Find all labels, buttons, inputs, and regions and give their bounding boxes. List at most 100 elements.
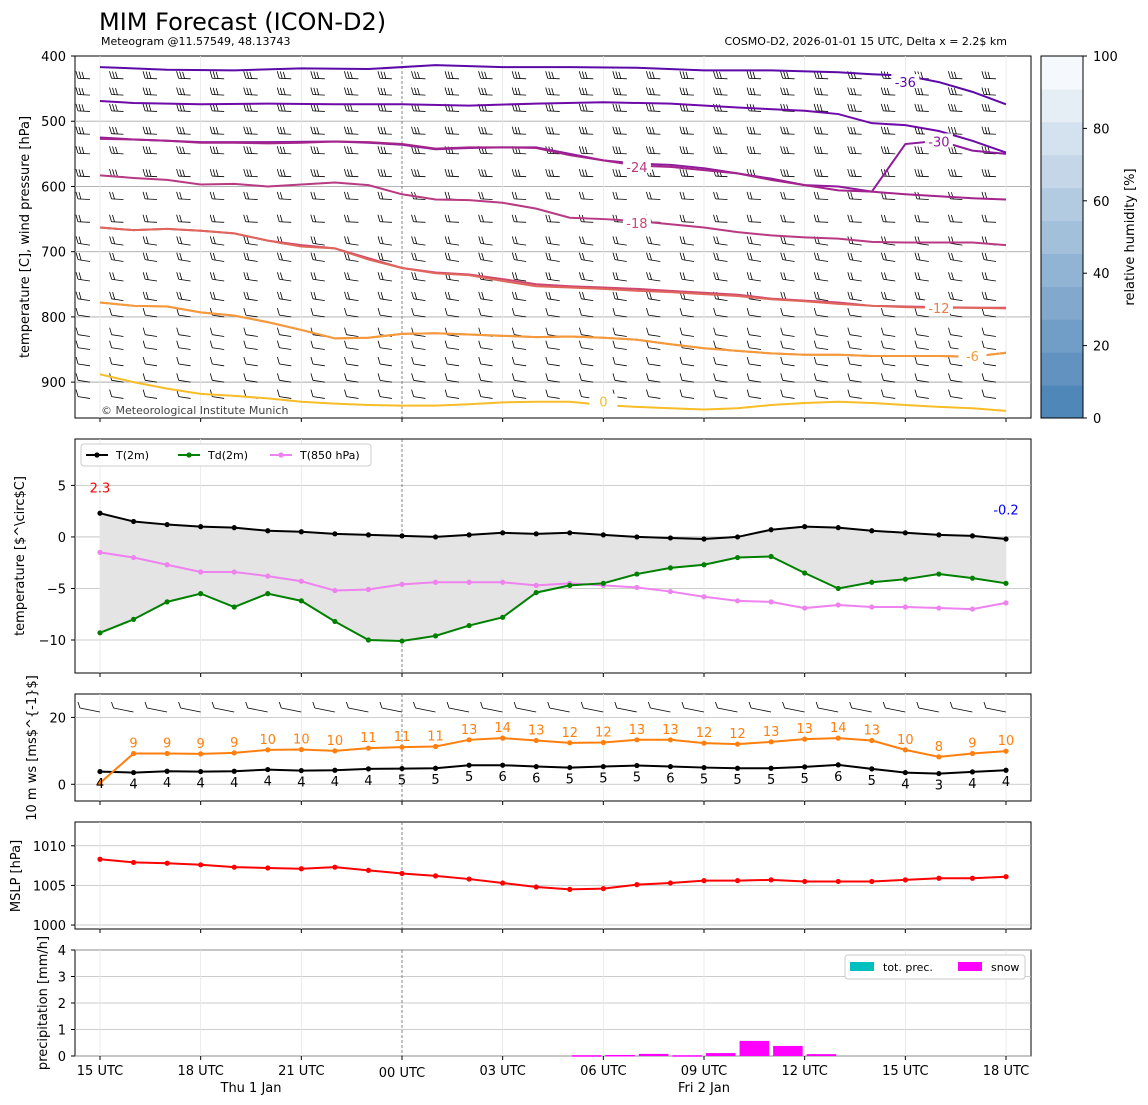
gust-line-point (533, 737, 539, 744)
gust-value: 13 (461, 723, 478, 738)
wind-barb-flag (951, 252, 954, 261)
wind-barb-shaft (212, 334, 225, 337)
wind-barb-flag (411, 373, 415, 381)
wind-barb-flag (615, 291, 619, 300)
wind-barb-flag (142, 214, 146, 222)
wind-barb-shaft (279, 198, 292, 200)
legend-box (844, 954, 1026, 980)
wind-barb-flag (377, 236, 381, 244)
wind-barb-flag (948, 87, 951, 95)
surface-wind-barb-flag (815, 701, 819, 709)
wind-barb-flag (514, 291, 518, 300)
wind-barb-flag (948, 103, 951, 111)
t2m-line-point (466, 532, 472, 538)
wind-barb-flag (310, 252, 314, 260)
wind-barb-flag (917, 291, 921, 300)
mslp-line-point (734, 878, 741, 884)
wind-barb-shaft (581, 334, 594, 337)
wind-barb-flag (716, 104, 719, 112)
wind-barb-shaft (749, 198, 762, 200)
wind-barb-flag (112, 214, 115, 223)
wind-barb-flag (142, 307, 146, 316)
wind-barb-shaft (312, 314, 325, 318)
wind-barb-shaft (581, 379, 594, 383)
wind-barb-flag (417, 88, 420, 96)
mslp-line-point (600, 885, 606, 892)
wind-barb-flag (313, 252, 317, 261)
wind-barb-shaft (413, 334, 426, 337)
gust-line-point (399, 744, 405, 750)
dewpoint-line-point (231, 604, 237, 610)
gust-line-point (667, 737, 674, 743)
wind-barb-shaft (178, 347, 191, 350)
wind-barb-flag (850, 104, 854, 112)
wind-barb-shaft (480, 314, 493, 318)
wind-barb-shaft (346, 242, 359, 246)
wind-barb-flag (246, 87, 250, 95)
wind-barb-flag (584, 88, 588, 96)
wind-barb-flag (75, 168, 79, 177)
mean-wind-line-point (902, 769, 908, 776)
gust-line-point (734, 741, 741, 747)
y-tick-label: −5 (47, 582, 66, 597)
wind-barb-flag (310, 291, 314, 299)
wind-barb-shaft (178, 278, 191, 282)
wind-barb-shaft (346, 396, 359, 399)
mean-wind-value: 4 (901, 778, 909, 793)
wind-barb-shaft (681, 198, 694, 200)
wind-barb-flag (350, 71, 353, 79)
wind-barb-shaft (581, 278, 594, 282)
mean-wind-value: 5 (801, 772, 809, 787)
wind-barb-flag (344, 71, 347, 79)
wind-barb-shaft (111, 379, 124, 383)
wind-barb-flag (78, 291, 82, 300)
wind-barb-flag (847, 373, 851, 381)
wind-barb-flag (551, 71, 555, 79)
y-tick-label: 1010 (33, 840, 66, 855)
wind-barb-flag (749, 272, 753, 280)
wind-barb-shaft (883, 259, 896, 262)
wind-barb-flag (276, 71, 280, 79)
wind-barb-flag (279, 126, 283, 135)
wind-barb-flag (948, 356, 951, 365)
mean-wind-value: 4 (163, 776, 171, 791)
y-tick-label: 20 (49, 711, 66, 726)
wind-barb-flag (679, 168, 683, 177)
wind-barb-flag (344, 87, 347, 95)
time-tick-label: 03 UTC (479, 1064, 525, 1079)
wind-barb-flag (816, 252, 820, 261)
wind-barb-flag (481, 236, 485, 244)
wind-barb-flag (984, 214, 988, 223)
wind-barb-shaft (514, 347, 527, 350)
temperature-annotation: 2.3 (90, 482, 111, 497)
gust-value: 10 (998, 734, 1015, 749)
surface-wind-barb (516, 707, 537, 713)
wind-barb-flag (344, 214, 347, 222)
wind-barb-flag (75, 252, 79, 260)
surface-wind-barb-flag (413, 701, 416, 709)
wind-barb-flag (176, 373, 180, 381)
gust-line-point (701, 740, 707, 746)
wind-barb-shaft (950, 278, 963, 282)
wind-barb-flag (478, 307, 482, 316)
colorbar-band (1041, 187, 1083, 222)
wind-barb-shaft (346, 347, 359, 350)
wind-barb-flag (749, 87, 753, 95)
wind-barb-shaft (212, 363, 225, 367)
gust-value: 9 (129, 737, 137, 752)
wind-barb-flag (884, 272, 887, 280)
wind-barb-flag (417, 71, 420, 79)
wind-barb-flag (310, 307, 314, 316)
wind-barb-flag (75, 373, 79, 381)
wind-barb-flag (511, 327, 515, 335)
wind-barb-flag (514, 236, 518, 244)
wind-barb-shaft (514, 278, 527, 282)
gust-value: 10 (293, 733, 310, 748)
wind-barb-flag (350, 146, 353, 154)
colorbar-band (1041, 56, 1083, 90)
wind-barb-flag (75, 103, 79, 111)
wind-barb-flag (279, 146, 283, 154)
wind-barb-flag (182, 104, 185, 112)
t850-line-point (466, 579, 472, 585)
wind-barb-flag (179, 272, 183, 280)
